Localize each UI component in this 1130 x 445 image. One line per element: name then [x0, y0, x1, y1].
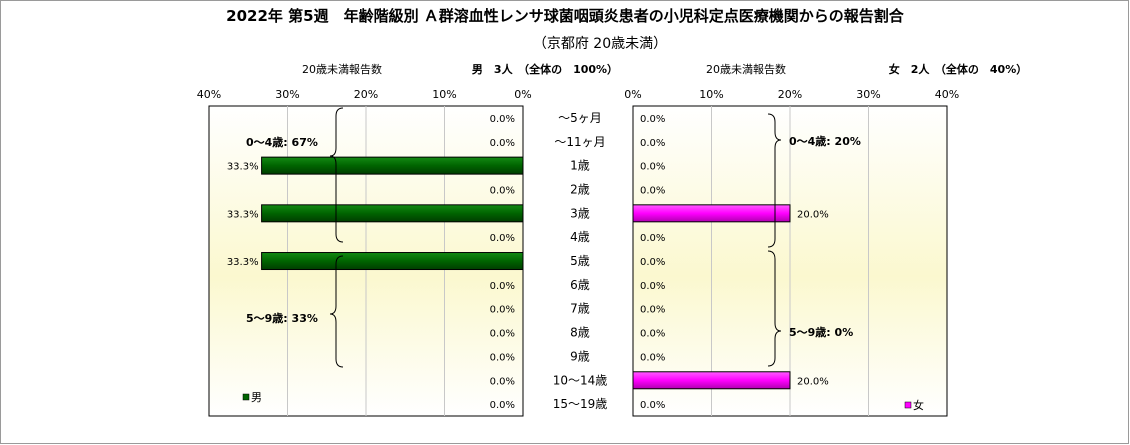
age-category-label: 2歳 — [570, 182, 590, 196]
female-data-label: 0.0% — [640, 329, 665, 340]
male-tick-label: 0% — [514, 88, 531, 101]
female-data-label: 20.0% — [797, 209, 829, 220]
female-data-labels: 0.0% 0.0% 0.0% 0.0% 20.0% 0.0% 0.0% 0.0% 0.0% 0.0… — [640, 114, 829, 411]
age-category-label: 3歳 — [570, 206, 590, 220]
age-category-label: 15～19歳 — [553, 397, 608, 411]
male-data-label: 33.3% — [227, 209, 259, 220]
female-data-label: 0.0% — [640, 162, 665, 173]
male-bar — [261, 204, 524, 223]
age-category-label: ～5ヶ月 — [558, 111, 602, 125]
female-bar — [632, 204, 791, 223]
age-category-label: 1歳 — [570, 159, 590, 173]
male-bracket-0-4 — [329, 107, 344, 243]
female-data-label: 20.0% — [797, 376, 829, 387]
female-tick-label: 40% — [935, 88, 959, 101]
chart-subtitle: （京都府 20歳未満） — [533, 36, 667, 52]
male-bar — [261, 252, 524, 271]
age-category-label: ～11ヶ月 — [554, 135, 605, 149]
age-category-label: 5歳 — [570, 254, 590, 268]
male-bracket-0-4-label: 0～4歳: 67% — [246, 135, 318, 149]
female-data-label: 0.0% — [640, 233, 665, 244]
male-data-label: 0.0% — [490, 185, 515, 196]
female-data-label: 0.0% — [640, 400, 665, 411]
female-legend-label: 女 — [913, 398, 924, 412]
female-tick-label: 0% — [624, 88, 641, 101]
female-data-label: 0.0% — [640, 114, 665, 125]
male-data-label: 33.3% — [227, 257, 259, 268]
age-category-label: 7歳 — [570, 302, 590, 316]
female-legend-swatch — [904, 401, 912, 409]
male-data-label: 0.0% — [490, 233, 515, 244]
female-data-label: 0.0% — [640, 352, 665, 363]
female-tick-label: 10% — [699, 88, 723, 101]
female-bar — [632, 371, 791, 390]
age-category-label: 10～14歳 — [553, 373, 608, 387]
male-summary: 男 3人 （全体の 100%） — [472, 62, 618, 76]
age-category-label: 6歳 — [570, 278, 590, 292]
age-category-labels: ～5ヶ月 ～11ヶ月 1歳 2歳 3歳 4歳 5歳 6歳 7歳 8歳 9歳 10～14歳 15～19歳 — [553, 111, 608, 411]
male-tick-label: 10% — [432, 88, 456, 101]
male-data-label: 33.3% — [227, 162, 259, 173]
female-bracket-0-4 — [767, 113, 782, 248]
female-data-label: 0.0% — [640, 138, 665, 149]
female-axis-title: 20歳未満報告数 — [706, 63, 786, 76]
male-tick-label: 40% — [197, 88, 221, 101]
male-tick-label: 20% — [354, 88, 378, 101]
male-legend-label: 男 — [251, 391, 262, 404]
female-data-label: 0.0% — [640, 257, 665, 268]
male-axis-title: 20歳未満報告数 — [302, 63, 382, 76]
chart-title: 2022年 第5週 年齢階級別 Ａ群溶血性レンサ球菌咽頭炎患者の小児科定点医療機… — [226, 7, 905, 25]
male-axis-ticks: 40% 30% 20% 10% 0% — [197, 88, 532, 101]
age-category-label: 4歳 — [570, 230, 590, 244]
male-bracket-5-9-label: 5～9歳: 33% — [246, 311, 318, 325]
male-data-label: 0.0% — [490, 400, 515, 411]
male-data-label: 0.0% — [490, 114, 515, 125]
male-data-label: 0.0% — [490, 329, 515, 340]
female-axis-ticks: 0% 10% 20% 30% 40% — [624, 88, 959, 101]
male-data-label: 0.0% — [490, 376, 515, 387]
female-bars — [632, 204, 791, 390]
male-data-label: 0.0% — [490, 281, 515, 292]
age-category-label: 9歳 — [570, 349, 590, 363]
male-legend-swatch — [242, 393, 250, 401]
female-data-label: 0.0% — [640, 305, 665, 316]
female-data-label: 0.0% — [640, 281, 665, 292]
female-tick-label: 20% — [778, 88, 802, 101]
female-bracket-5-9 — [767, 250, 782, 367]
male-bars — [261, 156, 524, 271]
male-tick-label: 30% — [275, 88, 299, 101]
male-bar — [261, 156, 524, 175]
female-bracket-0-4-label: 0～4歳: 20% — [789, 134, 861, 148]
female-bracket-5-9-label: 5～9歳: 0% — [789, 325, 853, 339]
female-data-label: 0.0% — [640, 185, 665, 196]
age-category-label: 8歳 — [570, 326, 590, 340]
female-summary: 女 2人 （全体の 40%） — [889, 62, 1027, 76]
female-gridlines — [711, 106, 869, 416]
male-bracket-5-9 — [329, 255, 344, 368]
male-data-label: 0.0% — [490, 352, 515, 363]
male-data-label: 0.0% — [490, 138, 515, 149]
male-data-labels: 0.0% 0.0% 33.3% 0.0% 33.3% 0.0% 33.3% 0.0% 0.0% 0… — [227, 114, 515, 411]
male-data-label: 0.0% — [490, 305, 515, 316]
female-tick-label: 30% — [856, 88, 880, 101]
